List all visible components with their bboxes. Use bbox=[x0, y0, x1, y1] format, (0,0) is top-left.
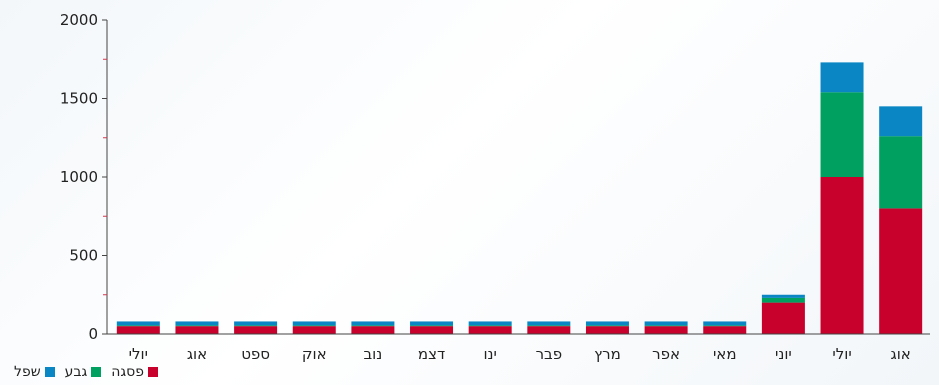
legend-label-series-2: שפל bbox=[14, 364, 41, 380]
bar-8-series-0 bbox=[585, 326, 629, 334]
bar-9-series-1 bbox=[644, 325, 688, 327]
bar-11-series-2 bbox=[761, 294, 805, 298]
y-axis: 0 500 1000 1500 2000 bbox=[60, 11, 108, 343]
bar-13-series-0 bbox=[879, 208, 923, 334]
x-tick-label-11: יוני bbox=[775, 345, 792, 363]
legend-swatch-series-2 bbox=[44, 367, 55, 377]
bar-2-series-0 bbox=[234, 326, 278, 334]
y-tick-label-0: 0 bbox=[88, 325, 98, 343]
bar-11-series-1 bbox=[761, 297, 805, 303]
x-axis: יולי אוג ספט אוק נוב דצמ ינו פבר מרץ אפר מאי יוני יו… bbox=[107, 333, 930, 363]
x-tick-label-4: נוב bbox=[364, 345, 383, 363]
x-tick-label-12: יולי bbox=[832, 345, 851, 363]
bar-2-series-2 bbox=[234, 321, 278, 326]
bar-5-series-0 bbox=[410, 326, 454, 334]
bar-10-series-0 bbox=[703, 326, 747, 334]
bar-10-series-1 bbox=[703, 325, 747, 327]
bar-9-series-0 bbox=[644, 326, 688, 334]
bar-13-series-2 bbox=[879, 106, 923, 137]
bar-12-series-2 bbox=[820, 62, 864, 93]
bar-6-series-0 bbox=[468, 326, 512, 334]
bar-7-series-0 bbox=[527, 326, 571, 334]
bar-3-series-0 bbox=[292, 326, 336, 334]
legend-item-series-1[interactable]: גבע bbox=[65, 364, 102, 380]
bar-8-series-2 bbox=[585, 321, 629, 326]
y-tick-label-3: 1500 bbox=[60, 90, 98, 108]
bar-4-series-0 bbox=[351, 326, 395, 334]
x-tick-label-7: פבר bbox=[536, 345, 563, 363]
bar-3-series-2 bbox=[292, 321, 336, 326]
bar-1-series-2 bbox=[175, 321, 219, 326]
bar-0-series-0 bbox=[116, 326, 160, 334]
legend-item-series-2[interactable]: שפל bbox=[14, 364, 55, 380]
x-tick-label-3: אוק bbox=[302, 345, 327, 363]
y-tick-label-4: 2000 bbox=[60, 11, 98, 29]
x-tick-label-6: ינו bbox=[483, 345, 496, 363]
bar-7-series-2 bbox=[527, 321, 571, 326]
bar-11-series-0 bbox=[761, 302, 805, 334]
bar-7-series-1 bbox=[527, 325, 571, 327]
legend-swatch-series-0 bbox=[148, 367, 159, 377]
bar-8-series-1 bbox=[585, 325, 629, 327]
bar-3-series-1 bbox=[292, 325, 336, 327]
y-tick-label-1: 500 bbox=[69, 247, 98, 265]
bar-12-series-1 bbox=[820, 92, 864, 177]
bar-0-series-2 bbox=[116, 321, 160, 326]
bars bbox=[116, 62, 923, 334]
legend-item-series-0[interactable]: פסגה bbox=[111, 364, 159, 380]
y-tick-label-2: 1000 bbox=[60, 168, 98, 186]
bar-4-series-2 bbox=[351, 321, 395, 326]
bar-0-series-1 bbox=[116, 325, 160, 327]
x-tick-label-0: יולי bbox=[129, 345, 148, 363]
bar-5-series-1 bbox=[410, 325, 454, 327]
bar-4-series-1 bbox=[351, 325, 395, 327]
x-tick-label-2: ספט bbox=[241, 345, 270, 363]
bar-6-series-2 bbox=[468, 321, 512, 326]
bar-10-series-2 bbox=[703, 321, 747, 326]
legend-swatch-series-1 bbox=[91, 367, 102, 377]
bar-12-series-0 bbox=[820, 177, 864, 334]
x-tick-label-9: אפר bbox=[652, 345, 680, 363]
bar-5-series-2 bbox=[410, 321, 454, 326]
bar-2-series-1 bbox=[234, 325, 278, 327]
x-tick-label-8: מרץ bbox=[594, 345, 621, 363]
bar-1-series-1 bbox=[175, 325, 219, 327]
legend-label-series-0: פסגה bbox=[111, 364, 145, 380]
bar-13-series-1 bbox=[879, 136, 923, 209]
bar-6-series-1 bbox=[468, 325, 512, 327]
bar-1-series-0 bbox=[175, 326, 219, 334]
x-tick-label-1: אוג bbox=[187, 345, 207, 363]
bar-9-series-2 bbox=[644, 321, 688, 326]
legend-label-series-1: גבע bbox=[64, 364, 88, 380]
x-tick-label-5: דצמ bbox=[418, 345, 445, 363]
x-tick-label-10: מאי bbox=[713, 345, 737, 363]
legend: פסגה גבע שפל bbox=[14, 364, 159, 380]
x-tick-label-13: אוג bbox=[891, 345, 911, 363]
